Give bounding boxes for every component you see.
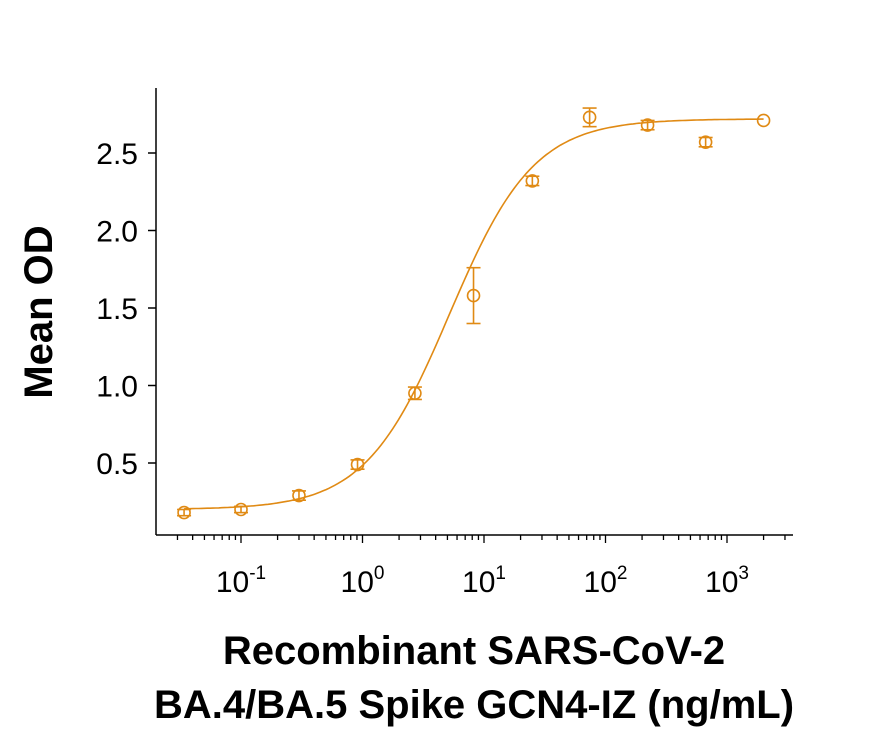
data-points (177, 107, 771, 520)
x-tick-label: 10-1 (216, 563, 266, 599)
y-tick-label: 1.0 (96, 371, 138, 404)
data-point (291, 488, 306, 503)
data-point (350, 457, 365, 472)
data-point (407, 386, 422, 401)
data-point (466, 266, 481, 325)
axes: 0.5 1.0 1.5 2.0 2.5 10-1 100 101 102 103 (96, 88, 793, 599)
x-ticks: 10-1 100 101 102 103 (176, 535, 786, 599)
data-point (525, 174, 540, 188)
x-axis-label-line-1: Recombinant SARS-CoV-2 (223, 629, 725, 673)
data-point (234, 502, 248, 517)
x-tick-label: 100 (341, 563, 385, 599)
x-axis-label-line-2: BA.4/BA.5 Spike GCN4-IZ (ng/mL) (154, 683, 794, 727)
x-tick-label: 102 (584, 563, 628, 599)
data-point (756, 113, 771, 128)
x-tick-label: 101 (462, 563, 506, 599)
y-tick-label: 2.0 (96, 216, 138, 249)
y-tick-label: 0.5 (96, 448, 138, 481)
data-point (698, 135, 713, 149)
y-tick-label: 2.5 (96, 138, 138, 171)
data-point (582, 107, 597, 128)
y-axis-label: Mean OD (17, 225, 61, 398)
fit-curve (184, 118, 764, 510)
y-ticks: 0.5 1.0 1.5 2.0 2.5 (96, 138, 156, 481)
data-point (177, 505, 192, 520)
x-tick-label: 103 (705, 563, 749, 599)
data-point (640, 118, 655, 132)
y-tick-label: 1.5 (96, 293, 138, 326)
